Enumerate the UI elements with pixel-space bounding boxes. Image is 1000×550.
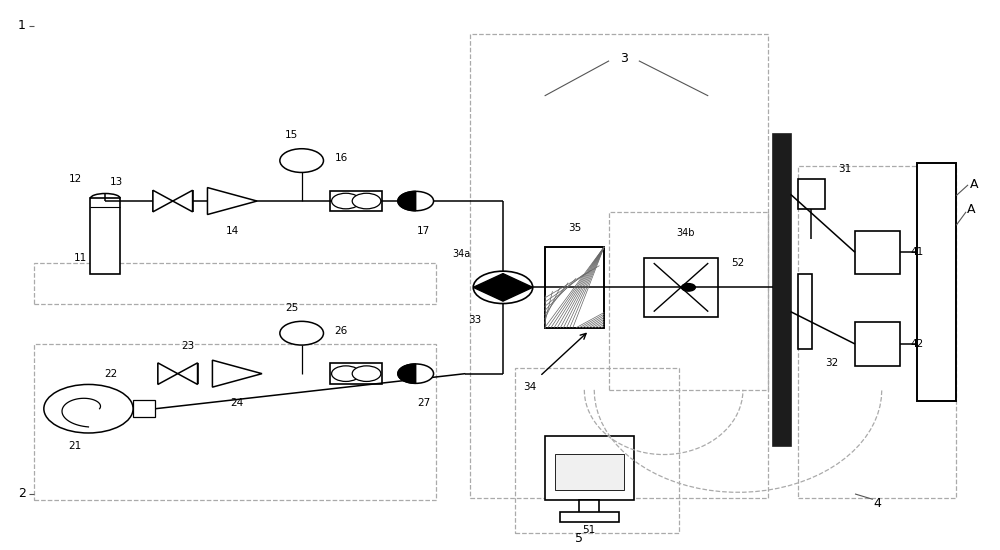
Text: 2: 2 xyxy=(18,487,26,500)
Bar xyxy=(560,512,619,522)
Text: A: A xyxy=(970,178,978,191)
Polygon shape xyxy=(473,287,503,301)
Text: 22: 22 xyxy=(104,368,117,378)
Polygon shape xyxy=(398,364,416,383)
Circle shape xyxy=(280,321,323,345)
Bar xyxy=(545,247,604,328)
Text: 12: 12 xyxy=(69,174,82,184)
Text: 42: 42 xyxy=(911,339,924,349)
Circle shape xyxy=(473,271,533,304)
Text: 14: 14 xyxy=(226,226,239,236)
Text: 32: 32 xyxy=(826,358,839,368)
Polygon shape xyxy=(178,363,198,384)
Bar xyxy=(90,199,120,274)
Polygon shape xyxy=(207,188,257,214)
Bar xyxy=(609,212,768,390)
Bar xyxy=(555,454,624,490)
Text: 51: 51 xyxy=(583,525,596,535)
Text: 16: 16 xyxy=(335,153,348,163)
Bar xyxy=(133,400,155,417)
Text: 1: 1 xyxy=(18,19,26,32)
Text: 5: 5 xyxy=(575,532,583,544)
Text: 11: 11 xyxy=(74,252,87,263)
Bar xyxy=(917,163,956,400)
Bar xyxy=(773,134,791,447)
Text: 26: 26 xyxy=(335,326,348,336)
Polygon shape xyxy=(503,273,533,287)
Polygon shape xyxy=(212,360,262,387)
Text: 23: 23 xyxy=(181,340,194,350)
Circle shape xyxy=(332,366,360,382)
Text: 35: 35 xyxy=(568,223,581,233)
Bar xyxy=(34,263,436,304)
Bar xyxy=(798,274,812,349)
Polygon shape xyxy=(503,287,533,301)
Polygon shape xyxy=(473,273,503,287)
Text: 3: 3 xyxy=(620,52,628,64)
Bar xyxy=(798,166,956,498)
Text: 4: 4 xyxy=(873,497,881,510)
Bar xyxy=(330,364,382,384)
Text: 34: 34 xyxy=(523,382,536,392)
Bar xyxy=(855,230,900,274)
Text: 52: 52 xyxy=(731,258,745,268)
Text: 17: 17 xyxy=(417,226,430,236)
Text: 25: 25 xyxy=(285,303,298,313)
Bar xyxy=(545,436,634,500)
Circle shape xyxy=(332,193,360,209)
Bar xyxy=(798,179,825,209)
Text: 41: 41 xyxy=(911,248,924,257)
Circle shape xyxy=(681,284,695,291)
Text: 24: 24 xyxy=(231,398,244,408)
Text: 34a: 34a xyxy=(452,249,470,259)
Circle shape xyxy=(352,366,381,382)
Bar xyxy=(34,344,436,500)
Polygon shape xyxy=(153,190,173,212)
Bar xyxy=(470,34,768,498)
Text: 15: 15 xyxy=(285,130,298,140)
Bar xyxy=(579,500,599,514)
Bar xyxy=(515,368,678,533)
Circle shape xyxy=(280,148,323,173)
Polygon shape xyxy=(398,191,416,211)
Bar xyxy=(855,322,900,366)
Text: 31: 31 xyxy=(838,164,852,174)
Text: A: A xyxy=(967,202,975,216)
Circle shape xyxy=(352,193,381,209)
Text: 21: 21 xyxy=(68,442,82,452)
Text: 27: 27 xyxy=(417,398,430,408)
Text: 33: 33 xyxy=(469,315,482,324)
Bar xyxy=(545,247,604,328)
Circle shape xyxy=(398,191,434,211)
Bar xyxy=(644,258,718,317)
Circle shape xyxy=(398,364,434,383)
Text: 13: 13 xyxy=(110,177,124,187)
Polygon shape xyxy=(158,363,178,384)
Bar xyxy=(330,191,382,211)
Text: 34b: 34b xyxy=(677,228,695,238)
Polygon shape xyxy=(173,190,193,212)
Circle shape xyxy=(44,384,133,433)
